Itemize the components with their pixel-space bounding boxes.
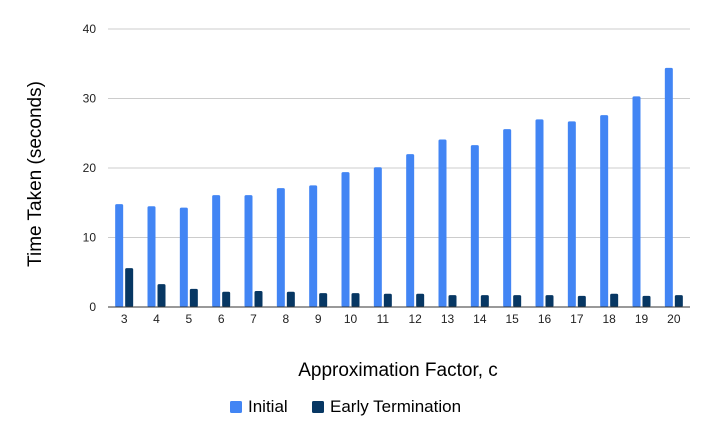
x-tick-label: 14 xyxy=(473,312,487,326)
bar-early-termination xyxy=(480,295,489,307)
legend-label: Initial xyxy=(248,397,288,416)
bar-initial xyxy=(212,195,221,307)
bar-initial xyxy=(276,188,285,307)
x-tick-label: 17 xyxy=(570,312,584,326)
x-tick-label: 20 xyxy=(667,312,681,326)
axes: 0 10 20 30 40 3 4 5 6 7 8 9 10 11 12 13 14 15 16 17 18 19 20 xyxy=(83,22,690,326)
bar-early-termination xyxy=(545,295,554,307)
bar-early-termination xyxy=(513,295,522,307)
bar-initial xyxy=(503,129,512,307)
gridlines xyxy=(108,28,690,238)
y-tick-label: 0 xyxy=(89,300,96,314)
bar-initial xyxy=(309,185,318,307)
x-tick-label: 16 xyxy=(538,312,552,326)
bar-early-termination xyxy=(577,295,586,307)
y-axis-title: Time Taken (seconds) xyxy=(25,81,46,267)
bar-initial xyxy=(147,206,156,307)
x-tick-label: 19 xyxy=(635,312,649,326)
x-tick-label: 6 xyxy=(218,312,225,326)
bar-early-termination xyxy=(448,295,457,307)
x-tick-label: 11 xyxy=(377,312,390,326)
bar-initial xyxy=(535,119,544,307)
x-axis-title: Approximation Factor, c xyxy=(298,360,498,381)
bar-early-termination xyxy=(157,284,166,307)
x-tick-label: 7 xyxy=(250,312,257,326)
bar-initial xyxy=(632,96,641,307)
x-tick-label: 4 xyxy=(153,312,160,326)
bar-early-termination xyxy=(222,291,231,307)
bar-early-termination xyxy=(189,288,198,307)
bar-initial xyxy=(244,195,253,307)
bar-early-termination xyxy=(674,295,683,307)
bar-early-termination xyxy=(254,291,263,307)
bar-initial xyxy=(373,167,382,307)
bar-early-termination xyxy=(610,293,619,307)
x-tick-label: 10 xyxy=(344,312,358,326)
bar-initial xyxy=(179,207,188,307)
bar-early-termination xyxy=(319,293,328,307)
bars xyxy=(115,67,683,308)
bar-initial xyxy=(567,121,576,307)
bar-initial xyxy=(438,139,447,307)
bar-early-termination xyxy=(351,293,360,307)
x-tick-label: 15 xyxy=(505,312,519,326)
bar-early-termination xyxy=(383,293,392,307)
y-tick-label: 10 xyxy=(83,231,97,245)
x-tick-label: 18 xyxy=(602,312,616,326)
legend: Initial Early Termination xyxy=(230,397,461,416)
y-tick-label: 20 xyxy=(83,161,97,175)
y-tick-label: 40 xyxy=(83,22,97,36)
x-tick-label: 5 xyxy=(185,312,192,326)
bar-early-termination xyxy=(286,291,295,307)
bar-early-termination xyxy=(642,295,651,307)
bar-initial xyxy=(341,172,350,307)
legend-label: Early Termination xyxy=(330,397,461,416)
bar-early-termination xyxy=(125,268,134,307)
bar-early-termination xyxy=(416,293,425,307)
x-tick-label: 12 xyxy=(408,312,422,326)
x-tick-label: 13 xyxy=(441,312,455,326)
x-tick-label: 8 xyxy=(282,312,289,326)
legend-swatch xyxy=(230,401,242,413)
bar-initial xyxy=(470,145,479,307)
x-tick-label: 9 xyxy=(315,312,322,326)
bar-initial xyxy=(600,115,609,308)
x-tick-label: 3 xyxy=(121,312,128,326)
bar-initial xyxy=(406,154,415,307)
legend-swatch xyxy=(312,401,324,413)
y-tick-label: 30 xyxy=(83,92,97,106)
bar-initial xyxy=(115,204,124,307)
bar-initial xyxy=(664,67,673,307)
